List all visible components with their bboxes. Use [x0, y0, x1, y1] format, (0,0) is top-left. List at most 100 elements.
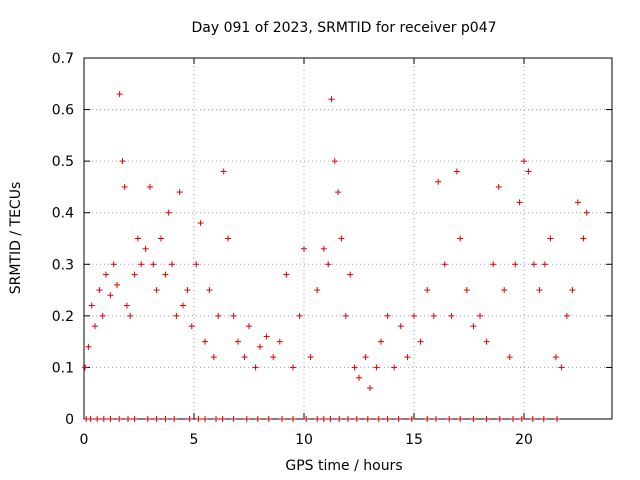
- data-point: [92, 323, 98, 330]
- data-point: [176, 189, 183, 196]
- data-point: [435, 178, 442, 185]
- data-point: [373, 364, 380, 371]
- x-tick-label: 10: [295, 432, 313, 448]
- data-point: [142, 245, 149, 252]
- data-point: [276, 338, 283, 345]
- y-tick-label: 0.4: [52, 206, 74, 222]
- data-point: [114, 281, 120, 288]
- data-point: [501, 287, 508, 294]
- data-point: [424, 287, 431, 294]
- data-point: [558, 364, 565, 371]
- data-point: [457, 235, 464, 242]
- data-point: [521, 158, 527, 165]
- data-point: [417, 338, 424, 345]
- data-point: [347, 271, 354, 278]
- data-point: [116, 91, 123, 98]
- data-point: [213, 416, 219, 422]
- data-point: [147, 183, 153, 190]
- data-point: [433, 416, 439, 422]
- data-point: [397, 323, 404, 330]
- data-point: [290, 416, 296, 422]
- data-point: [254, 416, 261, 422]
- data-point: [193, 261, 200, 268]
- data-point: [516, 199, 523, 206]
- x-tick-label: 5: [190, 432, 199, 448]
- data-point: [121, 183, 128, 190]
- data-point: [230, 416, 237, 422]
- data-point: [362, 354, 369, 361]
- x-tick-label: 15: [405, 432, 423, 448]
- data-point: [328, 96, 335, 103]
- data-point: [367, 385, 373, 392]
- y-tick-label: 0.5: [52, 154, 74, 170]
- data-point: [99, 312, 106, 319]
- data-point: [536, 287, 543, 294]
- data-point: [552, 354, 559, 361]
- data-point: [119, 158, 126, 165]
- data-point: [446, 416, 453, 422]
- data-point: [210, 354, 217, 361]
- y-tick-label: 0.7: [52, 51, 74, 67]
- data-point: [206, 287, 213, 294]
- data-point: [404, 354, 411, 361]
- data-point: [441, 261, 448, 268]
- data-point: [195, 416, 202, 422]
- data-point: [290, 364, 296, 371]
- data-point: [107, 292, 114, 299]
- data-point: [82, 364, 89, 371]
- data-point: [243, 416, 250, 422]
- data-point: [252, 364, 259, 371]
- data-point: [296, 312, 303, 319]
- data-point: [384, 312, 391, 319]
- data-point: [307, 354, 314, 361]
- data-point: [283, 271, 290, 278]
- data-point: [496, 416, 503, 422]
- x-tick-label: 0: [80, 432, 89, 448]
- data-point: [395, 416, 402, 422]
- data-point: [169, 261, 175, 268]
- data-point: [303, 416, 310, 422]
- data-point: [96, 287, 103, 294]
- data-point: [448, 312, 455, 319]
- data-point: [144, 416, 151, 422]
- data-point: [246, 323, 252, 330]
- data-point: [375, 416, 382, 422]
- data-point: [235, 338, 241, 345]
- data-point: [320, 416, 327, 422]
- data-point: [88, 302, 95, 309]
- data-point: [580, 235, 587, 242]
- data-point: [100, 416, 107, 422]
- data-point: [202, 416, 208, 422]
- data-point: [320, 245, 327, 252]
- data-point: [202, 338, 208, 345]
- data-point: [540, 416, 547, 422]
- data-point: [525, 168, 532, 175]
- y-tick-label: 0.6: [52, 103, 74, 119]
- data-point: [547, 235, 554, 242]
- data-point: [569, 287, 576, 294]
- data-point: [131, 271, 138, 278]
- data-point: [541, 261, 548, 268]
- data-point: [483, 416, 490, 422]
- data-point: [150, 261, 157, 268]
- data-point: [220, 168, 227, 175]
- data-point: [197, 220, 204, 227]
- data-point: [110, 261, 117, 268]
- y-tick-label: 0.1: [52, 360, 74, 376]
- data-point: [554, 416, 560, 422]
- data-point: [408, 416, 415, 422]
- data-point: [336, 416, 343, 422]
- data-point: [230, 312, 237, 319]
- data-point: [265, 416, 272, 422]
- data-point: [186, 416, 193, 422]
- data-point: [345, 416, 351, 422]
- data-point: [153, 416, 160, 422]
- data-point: [353, 416, 360, 422]
- x-tick-labels: 0 5 10 15 20: [80, 432, 533, 448]
- data-point: [314, 416, 321, 422]
- data-point: [301, 245, 307, 252]
- data-point: [356, 374, 362, 381]
- data-point: [162, 271, 169, 278]
- data-point: [512, 261, 519, 268]
